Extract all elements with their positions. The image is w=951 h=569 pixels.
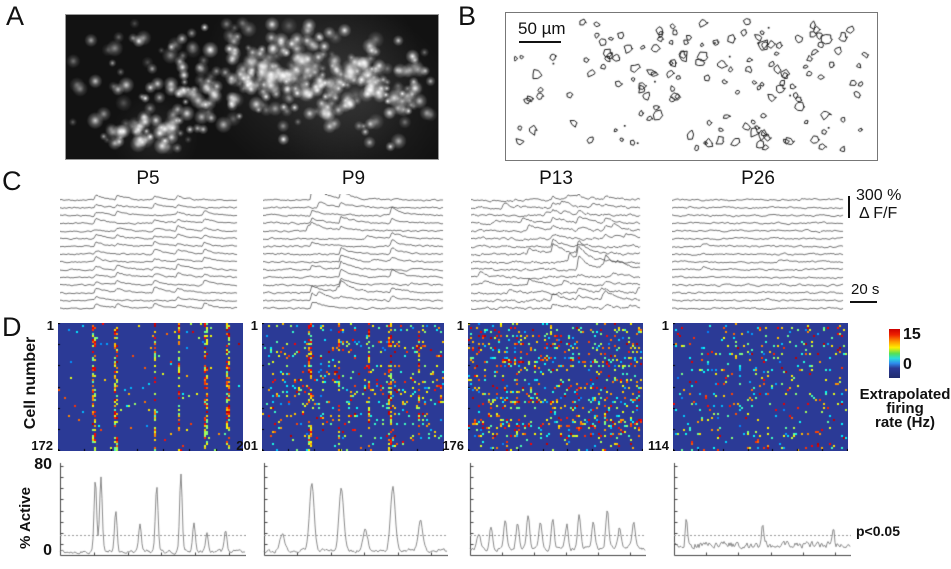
panel-a-label: A: [6, 1, 25, 31]
raster-heatmap-p13: [468, 323, 643, 451]
percent-active-plot-p5: [54, 460, 246, 560]
cell-outline-map: [506, 13, 875, 158]
colorbar-title-line2: firing: [886, 400, 924, 417]
scale-bar-label: 50 µm: [518, 19, 566, 38]
column-title-p9: P9: [341, 168, 366, 189]
cell-outline-box: 50 µm: [505, 12, 878, 161]
time-scale-label: 20 s: [851, 281, 880, 298]
colorbar: [889, 329, 900, 378]
heatmap-p5-top-tick: 1: [46, 318, 54, 333]
heatmap-p9-top-tick: 1: [250, 318, 258, 333]
significance-label: p<0.05: [856, 523, 900, 539]
active-ymin-label: 0: [43, 542, 52, 559]
scale-bar: [519, 41, 561, 43]
column-title-p26: P26: [741, 168, 775, 189]
calcium-trace-plot-p9: [263, 194, 444, 310]
colorbar-title: Extrapolated firing rate (Hz): [853, 386, 951, 431]
colorbar-title-line3: rate (Hz): [874, 414, 935, 431]
percent-active-plot-p9: [258, 460, 448, 560]
calcium-trace-plot-p5: [60, 194, 238, 310]
panel-d-label: D: [2, 312, 22, 342]
dff-scale-bar: [848, 196, 850, 218]
raster-heatmap-p26: [673, 323, 848, 451]
dff-scale-unit: Δ F/F: [859, 205, 898, 222]
heatmap-p9-cell-count: 201: [236, 438, 258, 453]
dff-scale-value: 300 %: [856, 187, 902, 204]
time-scale-bar: [850, 301, 877, 303]
heatmap-p26-top-tick: 1: [661, 318, 669, 333]
panel-b-label: B: [458, 1, 477, 31]
heatmap-p13-cell-count: 176: [442, 438, 464, 453]
raster-heatmap-p5: [58, 323, 243, 451]
panel-c-label: C: [2, 166, 22, 196]
fluorescence-image: [65, 14, 439, 160]
active-ymax-label: 80: [34, 456, 52, 473]
raster-heatmap-p9: [262, 323, 444, 451]
colorbar-title-line1: Extrapolated: [859, 386, 951, 403]
percent-active-plot-p26: [668, 460, 851, 560]
colorbar-max-label: 15: [903, 326, 921, 343]
column-title-p13: P13: [539, 168, 573, 189]
calcium-trace-plot-p13: [471, 194, 641, 310]
heatmap-p13-top-tick: 1: [456, 318, 464, 333]
percent-active-plot-p13: [464, 460, 646, 560]
cell-number-axis-label: Cell number: [22, 336, 39, 430]
calcium-trace-plot-p26: [672, 194, 844, 310]
heatmap-p5-cell-count: 172: [31, 438, 53, 453]
heatmap-p26-cell-count: 114: [648, 438, 669, 453]
column-title-p5: P5: [136, 168, 160, 189]
colorbar-min-label: 0: [903, 356, 912, 373]
